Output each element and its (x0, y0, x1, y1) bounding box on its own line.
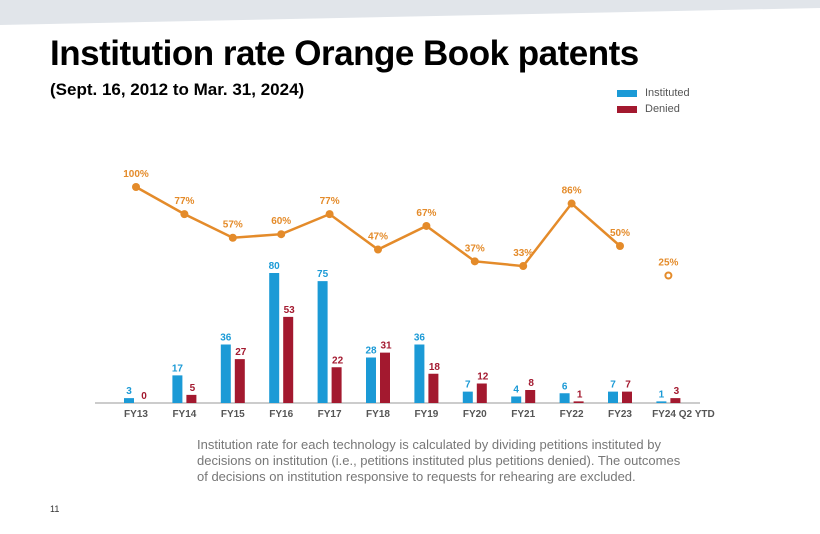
rate-line (135, 185, 621, 268)
legend-swatch (617, 105, 637, 113)
label-instituted: 28 (365, 346, 377, 357)
header-band (0, 0, 820, 25)
bar-denied (186, 394, 197, 403)
label-instituted: 3 (126, 386, 132, 397)
rate-point (180, 210, 189, 219)
bar-denied (476, 383, 487, 403)
label-denied: 7 (625, 380, 631, 391)
label-instituted: 7 (610, 380, 616, 391)
label-instituted: 36 (414, 333, 426, 344)
label-instituted: 36 (220, 333, 232, 344)
rate-label: 77% (174, 196, 194, 207)
page-number: 11 (50, 504, 60, 514)
label-instituted: 7 (465, 380, 471, 391)
rate-point (616, 242, 624, 250)
label-denied: 12 (477, 372, 489, 383)
rate-label: 33% (513, 248, 533, 259)
label-instituted: 1 (659, 389, 665, 400)
bar-denied (525, 390, 536, 403)
bar-denied (428, 373, 439, 403)
legend-label: Instituted (645, 87, 690, 99)
bar-denied (380, 352, 390, 403)
rate-label: 77% (320, 196, 340, 207)
bar-denied (573, 401, 584, 403)
rate-label: 37% (465, 243, 485, 254)
label-instituted: 80 (269, 261, 281, 272)
page-subtitle: (Sept. 16, 2012 to Mar. 31, 2024) (50, 80, 305, 99)
legend-denied: Denied (617, 103, 680, 115)
label-instituted: 6 (562, 381, 568, 392)
x-tick-label: FY16 (269, 409, 293, 420)
rate-label: 47% (368, 232, 388, 243)
rate-label: 25% (658, 258, 678, 269)
rate-label: 60% (271, 216, 291, 227)
legend-label: Denied (645, 103, 680, 115)
page-title: Institution rate Orange Book patents (50, 34, 639, 73)
rate-label: 50% (610, 228, 630, 239)
label-denied: 8 (528, 378, 534, 389)
bar-instituted (172, 375, 183, 403)
label-instituted: 75 (317, 269, 329, 280)
bar-denied (234, 359, 245, 403)
rate-point (228, 233, 237, 242)
label-denied: 1 (577, 389, 583, 400)
rate-label: 100% (123, 169, 149, 180)
label-denied: 27 (235, 347, 247, 358)
bar-instituted (124, 398, 134, 403)
bar-instituted (269, 273, 280, 403)
label-denied: 0 (141, 391, 147, 402)
label-instituted: 4 (513, 385, 519, 396)
x-tick-label: FY21 (511, 409, 535, 420)
x-tick-label: FY20 (463, 409, 487, 420)
bar-instituted (656, 401, 667, 403)
label-denied: 22 (332, 355, 344, 366)
legend-instituted: Instituted (617, 87, 690, 99)
bar-denied (331, 367, 342, 403)
label-denied: 31 (380, 341, 392, 352)
rate-point (422, 221, 431, 230)
rate-label: 86% (562, 186, 582, 197)
rate-point-hollow (664, 271, 673, 280)
rate-point (567, 199, 576, 208)
x-tick-label: FY23 (608, 409, 632, 420)
rate-point (325, 210, 334, 219)
x-tick-label: FY14 (172, 409, 196, 420)
bar-instituted (317, 281, 328, 403)
bar-instituted (366, 357, 376, 403)
rate-point (519, 262, 528, 271)
bar-instituted (220, 344, 231, 403)
x-tick-label: FY17 (318, 409, 342, 420)
bar-instituted (608, 391, 618, 403)
x-tick-label: FY15 (221, 409, 245, 420)
x-tick-label: FY22 (560, 409, 584, 420)
x-tick-label: FY13 (124, 409, 148, 420)
rate-point (374, 245, 382, 254)
bar-instituted (559, 393, 570, 403)
bar-instituted (414, 344, 425, 403)
label-denied: 3 (674, 386, 680, 397)
label-instituted: 17 (172, 363, 184, 374)
x-tick-label: FY24 Q2 YTD (652, 409, 715, 420)
bar-instituted (462, 391, 473, 403)
x-tick-label: FY19 (414, 409, 438, 420)
rate-label: 67% (416, 208, 436, 219)
footnote: Institution rate for each technology is … (197, 437, 681, 484)
x-tick-label: FY18 (366, 409, 390, 420)
bar-denied (283, 316, 294, 403)
legend-swatch (617, 89, 637, 97)
bar-denied (670, 398, 681, 403)
bar-instituted (511, 396, 522, 403)
label-denied: 18 (429, 362, 441, 373)
label-denied: 5 (190, 383, 196, 394)
label-denied: 53 (284, 305, 296, 316)
rate-point (470, 257, 479, 266)
bar-denied (622, 391, 632, 403)
rate-point (277, 230, 286, 239)
rate-point (132, 183, 140, 191)
rate-label: 57% (223, 220, 243, 231)
